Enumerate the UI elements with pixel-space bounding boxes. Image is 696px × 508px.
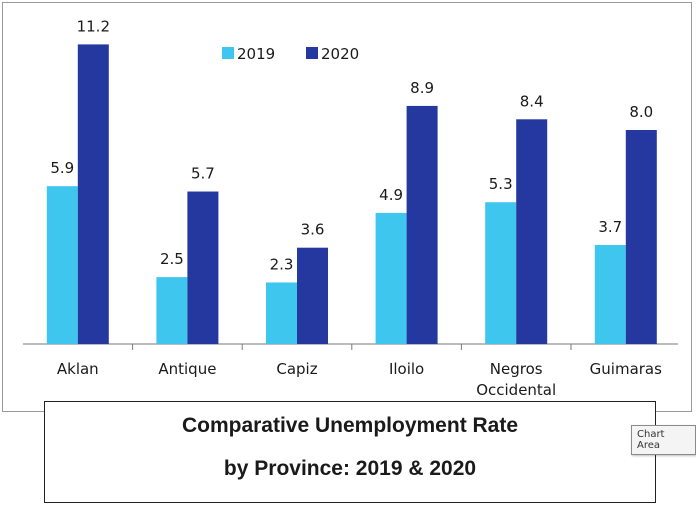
- data-label-2020-negros-occidental: 8.4: [520, 92, 544, 110]
- bar-2019-guimaras: [594, 245, 626, 344]
- data-label-2019-capiz: 2.3: [270, 255, 294, 273]
- legend-swatch-2020: [306, 47, 318, 59]
- chart-plot: 5.9 11.2 Aklan 2.5 5.7 Antique 2.3 3.6 Capiz 4.9 8…: [23, 17, 678, 399]
- bar-2019-aklan: [46, 186, 78, 344]
- bar-2020-aklan: [77, 44, 109, 345]
- x-tick-label-negros-occidental: Negros Occidental: [476, 360, 556, 399]
- x-tick-label-aklan: Aklan: [57, 360, 99, 378]
- data-label-2020-capiz: 3.6: [301, 221, 325, 239]
- bar-2019-capiz: [266, 282, 297, 344]
- chart-title-line-2: by Province: 2019 & 2020: [223, 457, 477, 480]
- x-tick-label-iloilo: Iloilo: [389, 360, 424, 378]
- data-label-2019-negros-occidental: 5.3: [489, 175, 513, 193]
- bar-2019-iloilo: [375, 212, 407, 344]
- data-label-2020-aklan: 11.2: [77, 17, 110, 35]
- legend-swatch-2019: [222, 47, 234, 59]
- bar-2020-iloilo: [406, 105, 438, 344]
- legend-label-2020: 2020: [321, 45, 359, 63]
- data-label-2020-guimaras: 8.0: [629, 103, 653, 121]
- x-tick-label-guimaras: Guimaras: [590, 360, 662, 378]
- chart-title-box: Comparative Unemployment Rate by Provinc…: [44, 401, 656, 503]
- chart-title-line-1: Comparative Unemployment Rate: [181, 414, 519, 437]
- bar-2020-negros-occidental: [516, 119, 548, 344]
- data-label-2019-aklan: 5.9: [50, 159, 74, 177]
- x-tick-label-capiz: Capiz: [276, 360, 317, 378]
- bar-2020-antique: [187, 191, 219, 344]
- bar-2020-capiz: [297, 247, 328, 344]
- legend-label-2019: 2019: [237, 45, 275, 63]
- chart-area[interactable]: 5.9 11.2 Aklan 2.5 5.7 Antique 2.3 3.6 Capiz 4.9 8…: [2, 2, 692, 412]
- data-label-2019-iloilo: 4.9: [379, 186, 403, 204]
- data-label-2019-antique: 2.5: [160, 250, 184, 268]
- data-label-2019-guimaras: 3.7: [598, 218, 622, 236]
- bar-2019-antique: [156, 277, 188, 344]
- data-label-2020-antique: 5.7: [191, 165, 215, 183]
- chart-area-tooltip: Chart Area: [631, 425, 696, 455]
- data-label-2020-iloilo: 8.9: [410, 79, 434, 97]
- bar-2020-guimaras: [625, 130, 657, 344]
- x-tick-label-antique: Antique: [158, 360, 216, 378]
- bar-2019-negros-occidental: [485, 202, 517, 344]
